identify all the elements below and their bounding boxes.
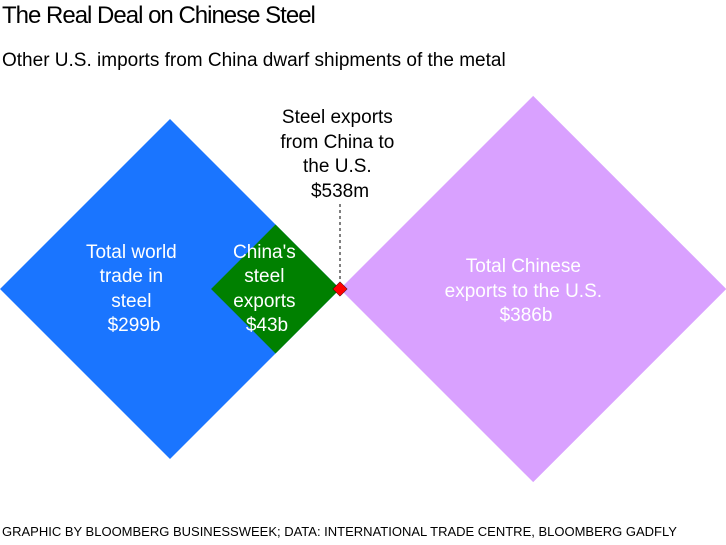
china-us-steel-label-line: Steel exports bbox=[282, 107, 393, 128]
china-us-steel-label-line: the U.S. bbox=[303, 156, 372, 177]
china-total-label: Total Chinese exports to the U.S. $386b bbox=[445, 256, 608, 326]
china-steel-label-value: $43b bbox=[246, 315, 288, 336]
china-us-steel-label-value: $538m bbox=[311, 181, 369, 202]
world-label-line: steel bbox=[111, 291, 151, 312]
china-steel-exports-diamond bbox=[211, 224, 340, 354]
china-steel-label: China's steel exports $43b bbox=[233, 242, 301, 336]
world-label: Total world trade in steel $299b bbox=[86, 242, 182, 336]
china-total-label-line: Total Chinese bbox=[466, 256, 581, 277]
china-us-steel-label-line: from China to bbox=[280, 132, 394, 153]
china-total-label-value: $386b bbox=[500, 305, 553, 326]
source-note: GRAPHIC BY BLOOMBERG BUSINESSWEEK; DATA:… bbox=[2, 524, 677, 539]
china-us-steel-label: Steel exports from China to the U.S. $53… bbox=[280, 107, 399, 202]
china-steel-label-line: steel bbox=[244, 266, 284, 287]
china-steel-label-line: exports bbox=[233, 291, 295, 312]
world-steel-trade-diamond bbox=[0, 119, 340, 459]
china-us-steel-diamond bbox=[332, 281, 348, 297]
chart-title: The Real Deal on Chinese Steel bbox=[2, 2, 316, 29]
chart-subtitle: Other U.S. imports from China dwarf ship… bbox=[2, 50, 506, 71]
world-label-line: Total world bbox=[86, 242, 177, 263]
china-steel-label-line: China's bbox=[233, 242, 296, 263]
china-total-label-line: exports to the U.S. bbox=[445, 281, 602, 302]
china-total-exports-diamond bbox=[340, 95, 726, 483]
world-label-value: $299b bbox=[108, 315, 161, 336]
world-label-line: trade in bbox=[100, 266, 163, 287]
